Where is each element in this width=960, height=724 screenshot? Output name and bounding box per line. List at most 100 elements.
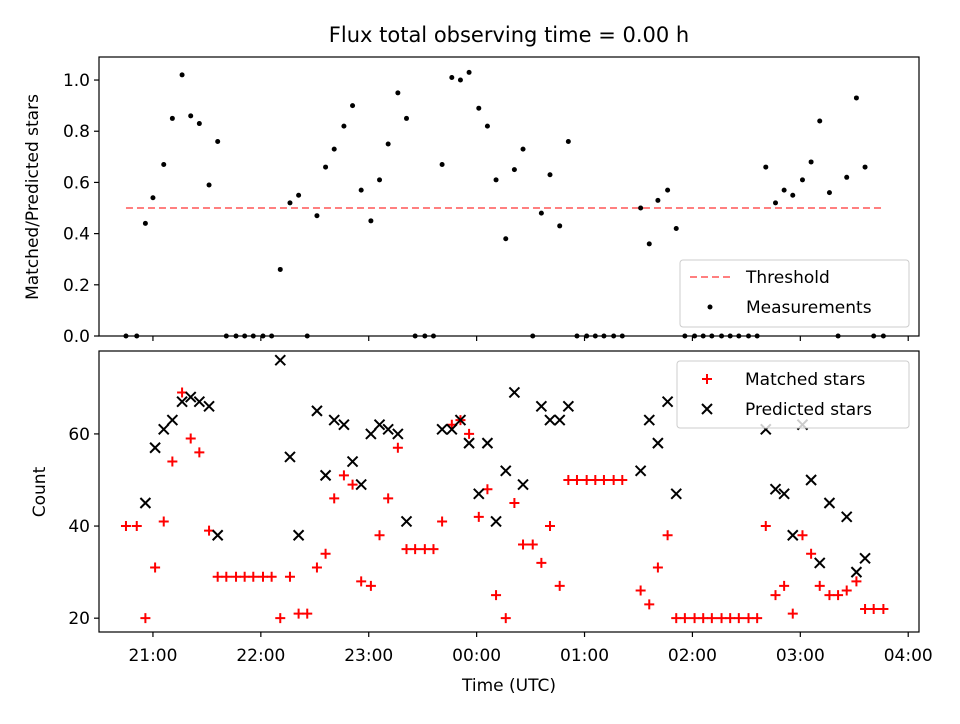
matched-star-point [743, 613, 754, 624]
predicted-star-point [463, 437, 475, 449]
matched-star-point [868, 603, 879, 614]
matched-star-point [554, 580, 565, 591]
count-legend: Matched stars Predicted stars [676, 360, 910, 429]
matched-star-point [120, 521, 131, 532]
measurement-point [314, 213, 320, 219]
matched-star-point [239, 571, 250, 582]
predicted-star-point [346, 455, 359, 468]
matched-star-point [635, 585, 646, 596]
measurement-point [161, 162, 167, 168]
predicted-star-point [328, 414, 340, 426]
measurement-point [520, 146, 526, 152]
measurement-point [781, 187, 787, 193]
predicted-star-point [481, 437, 494, 449]
predicted-star-point [562, 400, 575, 412]
matched-star-point [410, 544, 421, 555]
measurement-point [449, 74, 455, 80]
matched-star-point [212, 571, 223, 582]
predicted-star-point [338, 418, 350, 431]
y-tick-label: 20 [68, 609, 90, 629]
y-tick-label: 0.2 [63, 276, 90, 296]
predicted-star-point [203, 400, 215, 412]
y-tick-label: 0.4 [63, 225, 90, 245]
predicted-star-point [670, 488, 682, 500]
measurement-point [385, 141, 391, 147]
matched-star-point [841, 585, 852, 596]
matched-star-point [617, 474, 628, 485]
predicted-star-point [211, 529, 224, 541]
plot-frame [98, 350, 920, 633]
x-tick-label: 00:00 [452, 646, 501, 666]
predicted-star-point [814, 557, 826, 569]
matched-star-point [383, 493, 394, 504]
predicted-star-point [149, 442, 161, 454]
measurement-point [179, 72, 185, 78]
measurement-point [808, 159, 814, 165]
measurement-point [547, 172, 553, 178]
predicted-star-point [823, 497, 836, 509]
measurement-point [277, 266, 283, 272]
matched-star-point [419, 544, 430, 555]
matched-star-point [311, 562, 322, 573]
legend-measurement-swatch [707, 304, 713, 310]
measurement-point [466, 69, 472, 75]
predicted-star-point [373, 418, 386, 431]
predicted-star-point [158, 423, 170, 436]
matched-star-point [401, 544, 412, 555]
matched-star-point [293, 608, 304, 619]
measurement-point [377, 177, 383, 183]
y-tick-label: 60 [68, 425, 90, 445]
predicted-star-point [850, 566, 863, 578]
matched-star-point [770, 590, 781, 601]
plot-frame [98, 56, 920, 337]
predicted-star-point [284, 451, 296, 463]
matched-star-point [760, 521, 771, 532]
ratio-plot-marks [123, 69, 886, 339]
matched-star-point [752, 613, 763, 624]
predicted-star-point [535, 400, 548, 412]
predicted-star-point [382, 423, 394, 436]
measurement-point [673, 225, 679, 231]
matched-star-point [194, 447, 205, 458]
matched-star-point [500, 613, 511, 624]
measurement-point [538, 210, 544, 216]
y-tick-label: 0.0 [63, 327, 90, 347]
measurement-point [773, 200, 778, 206]
predicted-star-point [400, 515, 413, 528]
predicted-star-point [355, 478, 367, 491]
matched-star-point [473, 511, 484, 522]
legend-predicted-label: Predicted stars [745, 400, 872, 420]
matched-star-point [266, 571, 277, 582]
matched-star-point [231, 571, 242, 582]
matched-star-point [779, 580, 790, 591]
measurement-point [169, 115, 175, 121]
matched-star-point [733, 613, 744, 624]
measurement-point [844, 174, 850, 180]
matched-star-point [698, 613, 709, 624]
y-axis-label: Matched/Predicted stars [23, 94, 43, 300]
measurement-point [395, 90, 401, 96]
measurement-point [215, 138, 221, 144]
measurement-point [341, 123, 347, 129]
matched-star-point [581, 474, 592, 485]
predicted-star-point [500, 465, 512, 477]
measurement-point [368, 218, 374, 224]
matched-star-point [590, 474, 601, 485]
matched-star-point [518, 539, 529, 550]
predicted-star-point [544, 414, 556, 426]
matched-star-point [679, 613, 690, 624]
measurement-point [484, 123, 490, 129]
matched-star-point [787, 608, 798, 619]
matched-star-point [716, 613, 727, 624]
measurement-point [476, 105, 482, 111]
y-tick-label: 0.8 [63, 122, 90, 142]
matched-star-point [491, 590, 502, 601]
predicted-star-point [554, 414, 566, 426]
predicted-star-point [446, 423, 458, 436]
matched-star-point [824, 590, 835, 601]
measurement-point [826, 190, 832, 196]
predicted-star-point [454, 414, 467, 426]
predicted-star-point [652, 437, 664, 449]
matched-star-point [365, 580, 376, 591]
